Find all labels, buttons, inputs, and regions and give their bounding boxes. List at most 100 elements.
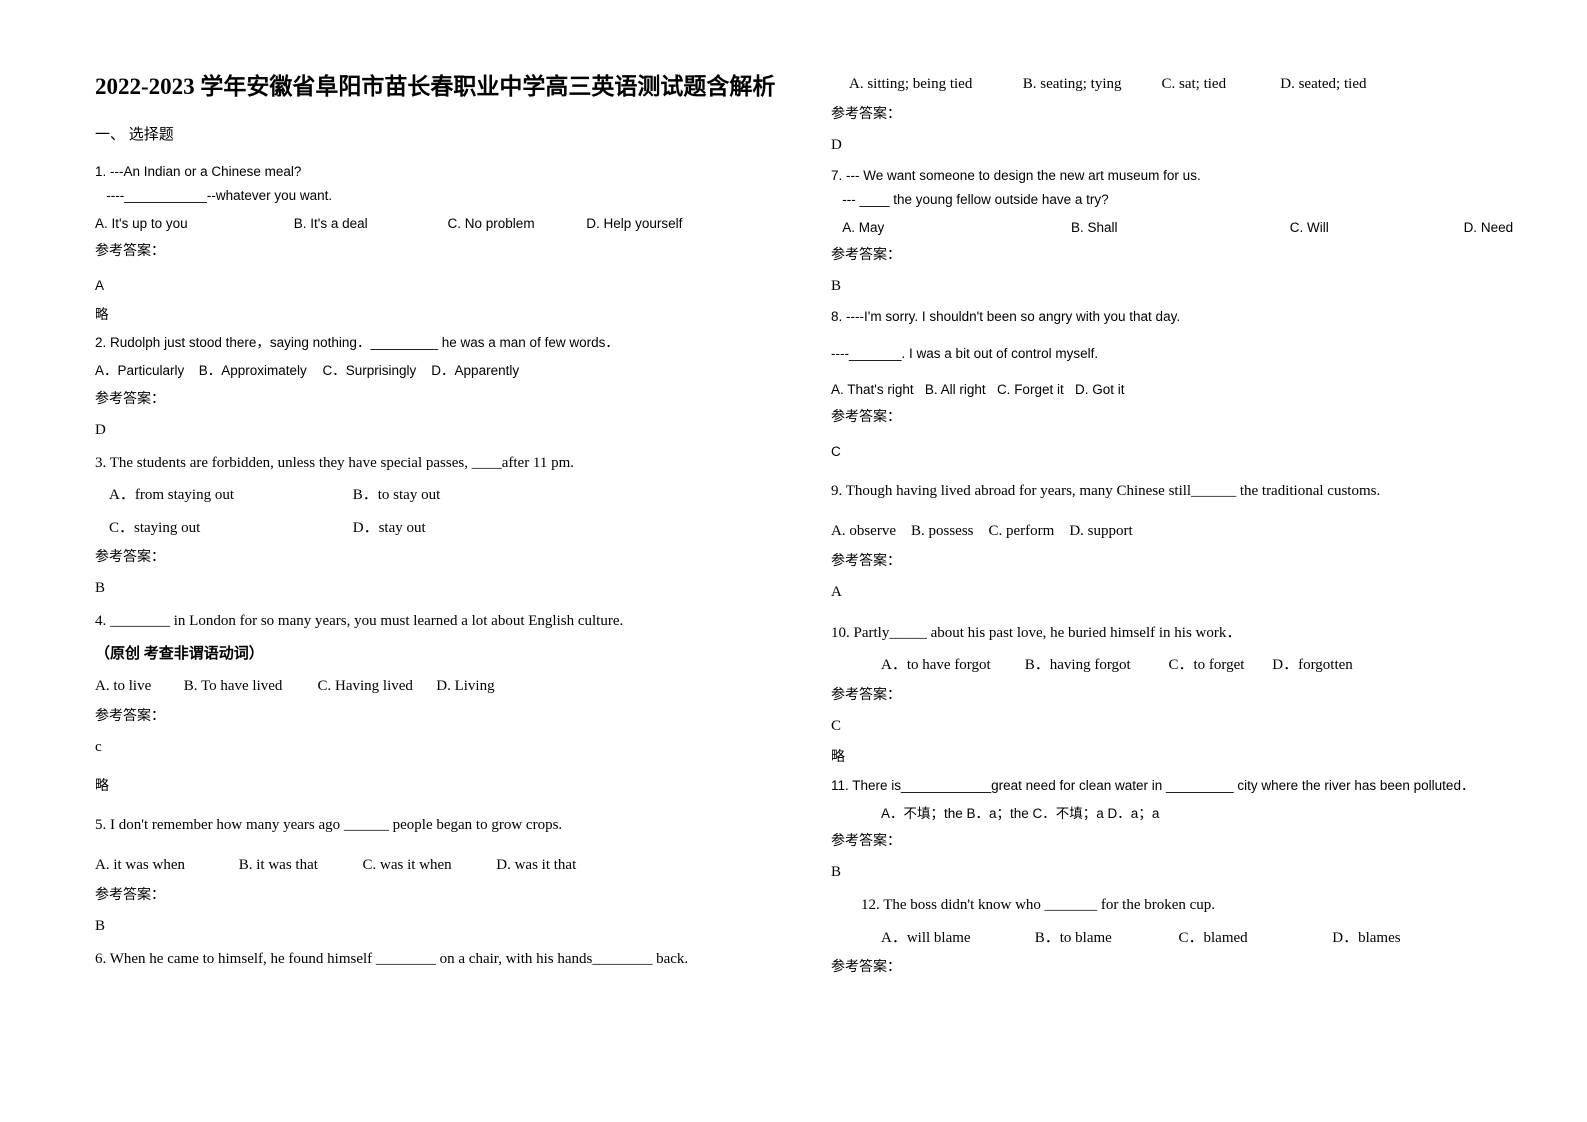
opt: C. No problem <box>448 212 583 236</box>
opt: B．to stay out <box>353 487 441 503</box>
q-number: 6. <box>95 951 106 967</box>
opt: A. sitting; being tied <box>849 70 1019 99</box>
q4-stem: 4. ________ in London for so many years,… <box>95 607 791 636</box>
q2-stem: 2. Rudolph just stood there，saying nothi… <box>95 331 791 355</box>
q-number: 1. <box>95 164 106 179</box>
q-number: 2. <box>95 335 106 350</box>
opt: A. That's right <box>831 382 914 397</box>
q12-opts: A．will blame B．to blame C．blamed D．blame… <box>831 924 1527 953</box>
q9-stem: 9. Though having lived abroad for years,… <box>831 477 1527 506</box>
q8-line2: ----_______. I was a bit out of control … <box>831 342 1527 366</box>
ans-label: 参考答案： <box>95 240 791 260</box>
opt: C. perform <box>989 523 1055 539</box>
q6-opts: A. sitting; being tied B. seating; tying… <box>831 70 1527 99</box>
opt: A．Particularly <box>95 359 195 383</box>
ans-label: 参考答案： <box>831 244 1527 264</box>
opt: A．will blame <box>881 924 1031 953</box>
q10-after: 略 <box>831 745 1527 770</box>
left-column: 2022-2023 学年安徽省阜阳市苗长春职业中学高三英语测试题含解析 一、 选… <box>95 70 791 982</box>
ans-label: 参考答案： <box>95 705 791 725</box>
opt: B. It's a deal <box>294 212 444 236</box>
opt: C. Having lived <box>318 672 433 701</box>
opt: C. sat; tied <box>1162 70 1277 99</box>
q1-ans: A <box>95 274 791 298</box>
q10-stem: 10. Partly_____ about his past love, he … <box>831 619 1527 648</box>
q-number: 8. <box>831 309 842 324</box>
opt: B．to blame <box>1035 924 1175 953</box>
opt: D. Got it <box>1075 382 1125 397</box>
right-column: A. sitting; being tied B. seating; tying… <box>831 70 1527 982</box>
q7-opts: A. May B. Shall C. Will D. Need <box>831 216 1527 240</box>
opt: B. To have lived <box>184 672 314 701</box>
ans-label: 参考答案： <box>95 884 791 904</box>
q-number: 12. <box>861 897 880 913</box>
q10-opts: A．to have forgot B．having forgot C．to fo… <box>831 651 1527 680</box>
q7-stem: 7. --- We want someone to design the new… <box>831 164 1527 213</box>
opt: A. to live <box>95 672 180 701</box>
q4-note: （原创 考查非谓语动词） <box>95 640 791 669</box>
ans-label: 参考答案： <box>831 406 1527 426</box>
q-number: 5. <box>95 817 106 833</box>
q9-opts: A. observe B. possess C. perform D. supp… <box>831 517 1527 546</box>
q-line: The students are forbidden, unless they … <box>110 455 574 471</box>
q5-ans: B <box>95 918 791 935</box>
ans-label: 参考答案： <box>95 388 791 408</box>
q-line: Rudolph just stood there，saying nothing．… <box>110 335 619 350</box>
q10-ans: C <box>831 718 1527 735</box>
opt: B. possess <box>911 523 974 539</box>
opt: B．Approximately <box>199 359 319 383</box>
q11-ans: B <box>831 864 1527 881</box>
opt: C. was it when <box>363 851 493 880</box>
q6-stem: 6. When he came to himself, he found him… <box>95 945 791 974</box>
opt: B．having forgot <box>1025 651 1165 680</box>
opt: D. seated; tied <box>1280 76 1366 92</box>
q-line: ----I'm sorry. I shouldn't been so angry… <box>846 309 1180 324</box>
final-ans-label: 参考答案： <box>831 956 1527 976</box>
q-line: There is____________great need for clean… <box>852 778 1474 793</box>
q8-opts: A. That's right B. All right C. Forget i… <box>831 378 1527 402</box>
ans-label: 参考答案： <box>831 550 1527 570</box>
ans-label: 参考答案： <box>831 684 1527 704</box>
q-line: ----___________--whatever you want. <box>106 188 332 203</box>
q-line: --- We want someone to design the new ar… <box>846 168 1201 183</box>
opt: A. May <box>842 216 1067 240</box>
opt: D. was it that <box>496 857 576 873</box>
q4-after: 略 <box>95 774 791 799</box>
q7-ans: B <box>831 278 1527 295</box>
q3-stem: 3. The students are forbidden, unless th… <box>95 449 791 478</box>
opt: C. Forget it <box>997 382 1064 397</box>
ans-label: 参考答案： <box>831 103 1527 123</box>
opt: D．Apparently <box>431 363 519 378</box>
q2-ans: D <box>95 422 791 439</box>
q-number: 4. <box>95 613 106 629</box>
q-line: I don't remember how many years ago ____… <box>110 817 562 833</box>
document-title: 2022-2023 学年安徽省阜阳市苗长春职业中学高三英语测试题含解析 <box>95 70 791 105</box>
opt: D. Need <box>1464 220 1514 235</box>
opt: B. it was that <box>239 851 359 880</box>
opt: A. observe <box>831 523 896 539</box>
q-line: Though having lived abroad for years, ma… <box>846 483 1380 499</box>
q-line: ---An Indian or a Chinese meal? <box>110 164 301 179</box>
opt: C．staying out <box>109 514 349 543</box>
opt: D. Living <box>436 678 494 694</box>
q-number: 9. <box>831 483 842 499</box>
opt: D. Help yourself <box>586 216 682 231</box>
opt: C．blamed <box>1179 924 1329 953</box>
q1-after: 略 <box>95 303 791 327</box>
note: （原创 考查非谓语动词） <box>95 646 264 662</box>
q5-opts: A. it was when B. it was that C. was it … <box>95 851 791 880</box>
opt: D．forgotten <box>1272 657 1353 673</box>
opt: B. All right <box>925 382 986 397</box>
q2-opts: A．Particularly B．Approximately C．Surpris… <box>95 359 791 383</box>
opt: C．Surprisingly <box>323 359 428 383</box>
q-number: 10. <box>831 625 850 641</box>
q12-stem: 12. The boss didn't know who _______ for… <box>831 891 1527 920</box>
q11-stem: 11. There is____________great need for c… <box>831 774 1527 798</box>
opt: C. Will <box>1290 216 1460 240</box>
q-line: ________ in London for so many years, yo… <box>110 613 623 629</box>
opt: D．blames <box>1332 930 1400 946</box>
q9-ans: A <box>831 584 1527 601</box>
q4-ans: c <box>95 739 791 756</box>
q-number: 11. <box>831 778 849 793</box>
exam-page: 2022-2023 学年安徽省阜阳市苗长春职业中学高三英语测试题含解析 一、 选… <box>0 0 1587 1022</box>
